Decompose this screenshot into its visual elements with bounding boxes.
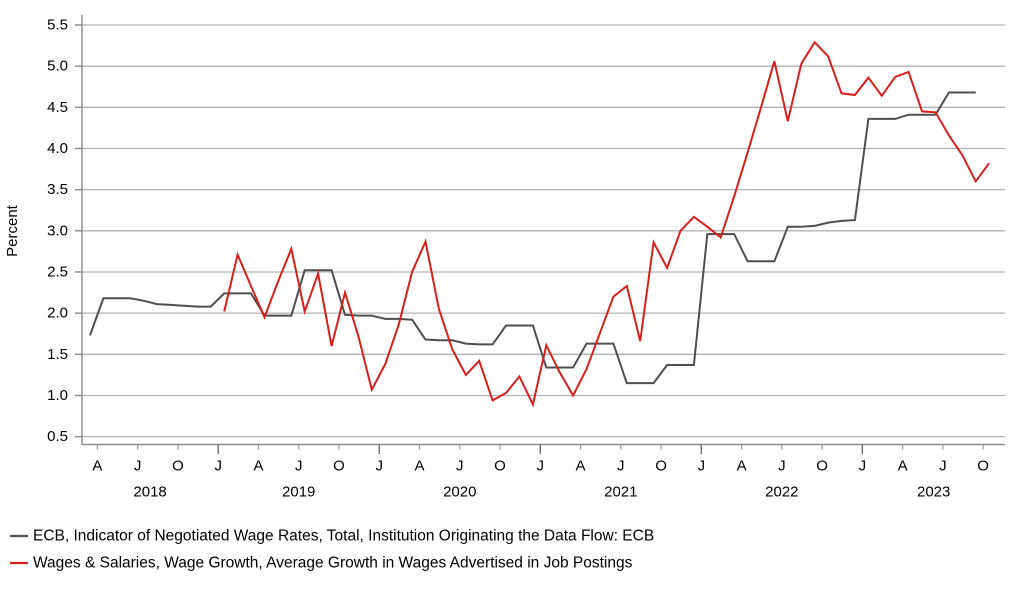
- x-tick-label: J: [939, 458, 947, 475]
- y-tick-label: 0.5: [47, 428, 68, 445]
- legend-label-job-postings: Wages & Salaries, Wage Growth, Average G…: [33, 555, 633, 572]
- year-label: 2022: [765, 484, 798, 501]
- x-tick-label: J: [214, 458, 222, 475]
- year-label: 2020: [443, 484, 476, 501]
- y-tick-label: 3.5: [47, 181, 68, 198]
- plot-area: 0.5 1.0 1.5 2.0 2.5 3.0 3.5 4.0 4.5 5.0 5.5 A J O J A J O…: [47, 15, 1005, 501]
- x-tick-label: J: [456, 458, 464, 475]
- x-tick-label: O: [333, 458, 345, 475]
- year-label: 2023: [917, 484, 950, 501]
- year-label: 2018: [133, 484, 166, 501]
- y-tick-label: 4.0: [47, 140, 68, 157]
- x-tick-label: A: [576, 458, 586, 475]
- x-tick-label: J: [859, 458, 867, 475]
- x-tick-label: J: [778, 458, 786, 475]
- x-tick-label: O: [494, 458, 506, 475]
- x-tick-label: O: [977, 458, 989, 475]
- x-tick-label: O: [655, 458, 667, 475]
- x-tick-label: O: [172, 458, 184, 475]
- year-label: 2019: [282, 484, 315, 501]
- x-tick-label: J: [295, 458, 303, 475]
- y-tick-label: 1.0: [47, 387, 68, 404]
- x-tick-label: J: [375, 458, 383, 475]
- y-tick-label: 5.0: [47, 58, 68, 75]
- legend-item-ecb: ECB, Indicator of Negotiated Wage Rates,…: [10, 528, 654, 545]
- legend-label-ecb: ECB, Indicator of Negotiated Wage Rates,…: [33, 528, 654, 545]
- x-tick-label: J: [617, 458, 625, 475]
- y-tick-label: 2.5: [47, 263, 68, 280]
- x-tick-label: A: [253, 458, 263, 475]
- y-tick-label: 5.5: [47, 17, 68, 34]
- x-tick-label: O: [816, 458, 828, 475]
- x-tick-label: A: [737, 458, 747, 475]
- y-tick-label: 3.0: [47, 222, 68, 239]
- year-label: 2021: [604, 484, 637, 501]
- y-tick-label: 4.5: [47, 99, 68, 116]
- series-line-ecb-negotiated-wages: [89, 91, 976, 385]
- y-tick-label: 1.5: [47, 346, 68, 363]
- y-axis-title: Percent: [4, 204, 21, 257]
- x-tick-label: A: [414, 458, 424, 475]
- x-tick-label: J: [134, 458, 142, 475]
- legend: ECB, Indicator of Negotiated Wage Rates,…: [10, 528, 654, 572]
- y-tick-label: 2.0: [47, 305, 68, 322]
- x-tick-label: J: [537, 458, 545, 475]
- x-tick-label: A: [898, 458, 908, 475]
- series-line-wages-advertised-job-postings: [223, 40, 990, 408]
- x-tick-label: J: [698, 458, 706, 475]
- legend-item-job-postings: Wages & Salaries, Wage Growth, Average G…: [10, 555, 633, 572]
- x-tick-label: A: [92, 458, 102, 475]
